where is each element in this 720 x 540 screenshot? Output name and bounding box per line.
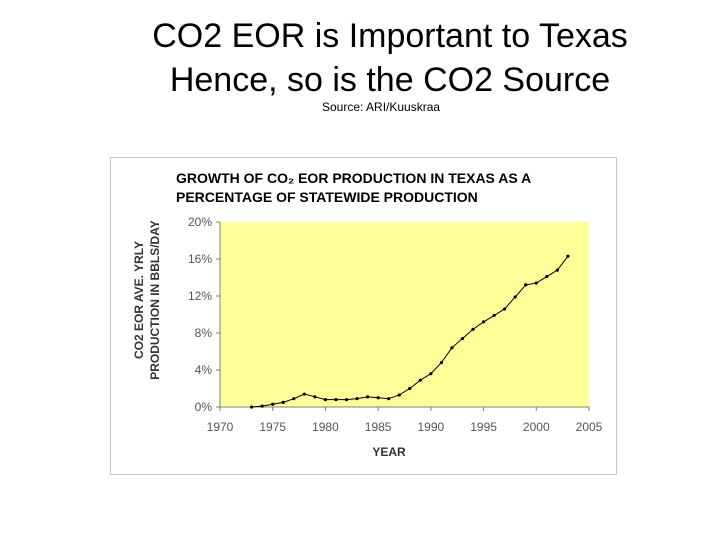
data-point (471, 327, 475, 331)
data-point (313, 395, 317, 399)
data-point (450, 346, 454, 350)
plot-area (220, 222, 589, 407)
data-point (376, 396, 380, 400)
chart-container: GROWTH OF CO₂ EOR PRODUCTION IN TEXAS AS… (110, 157, 617, 475)
slide-title-line-2: Hence, so is the CO2 Source (169, 61, 611, 99)
data-point (418, 378, 422, 382)
data-point (524, 283, 528, 287)
data-point (292, 397, 296, 401)
line-chart: GROWTH OF CO₂ EOR PRODUCTION IN TEXAS AS… (132, 170, 603, 459)
tick-labels: 1970 1975 1980 1985 1990 1995 2000 2005 0% 4% 8% 12… (188, 215, 603, 434)
x-tick-label: 1970 (207, 420, 234, 434)
x-tick-label: 2000 (523, 420, 550, 434)
x-tick-label: 1975 (259, 420, 286, 434)
x-axis-title: YEAR (372, 445, 406, 459)
y-axis-title-line-1: CO2 EOR AVE. YRLY (132, 241, 146, 359)
slide-title-line-1: CO2 EOR is Important to Texas (152, 17, 628, 55)
slide-title: CO2 EOR is Important to Texas Hence, so … (0, 14, 720, 102)
data-point (397, 393, 401, 397)
x-tick-label: 1990 (418, 420, 445, 434)
y-tick-label: 16% (188, 252, 212, 266)
data-point (260, 404, 264, 408)
data-point (250, 405, 254, 409)
x-tick-label: 1985 (365, 420, 392, 434)
data-point (366, 395, 370, 399)
data-point (566, 254, 570, 258)
y-tick-label: 8% (195, 326, 213, 340)
chart-title: GROWTH OF CO₂ EOR PRODUCTION IN TEXAS AS… (176, 170, 531, 205)
chart-title-line-2: PERCENTAGE OF STATEWIDE PRODUCTION (176, 189, 478, 205)
data-point (344, 398, 349, 402)
axes (216, 221, 590, 411)
data-point (439, 361, 443, 365)
data-point (271, 402, 275, 406)
data-point (555, 268, 559, 272)
x-tick-label: 1995 (470, 420, 497, 434)
data-point (545, 274, 549, 279)
y-axis-title-line-2: PRODUCTION IN BBLS/DAY (148, 220, 162, 380)
y-tick-label: 12% (188, 289, 212, 303)
data-point (281, 400, 285, 404)
x-tick-label: 1980 (312, 420, 339, 434)
data-point (355, 397, 359, 401)
data-point (334, 398, 338, 402)
y-tick-label: 0% (195, 400, 213, 414)
data-point (503, 307, 507, 311)
data-point (460, 336, 465, 341)
data-point (323, 398, 328, 402)
y-tick-label: 20% (188, 215, 212, 229)
chart-title-line-1: GROWTH OF CO₂ EOR PRODUCTION IN TEXAS AS… (176, 170, 531, 186)
data-point (429, 372, 433, 376)
data-point (534, 281, 538, 285)
data-point (492, 313, 496, 318)
data-point (387, 397, 391, 401)
source-note: Source: ARI/Kuuskraa (322, 100, 441, 114)
data-point (513, 295, 517, 299)
y-tick-label: 4% (195, 363, 213, 377)
data-points (250, 254, 570, 409)
data-point (302, 392, 306, 396)
data-point (408, 386, 412, 391)
x-tick-label: 2005 (576, 420, 603, 434)
data-point (481, 320, 486, 324)
